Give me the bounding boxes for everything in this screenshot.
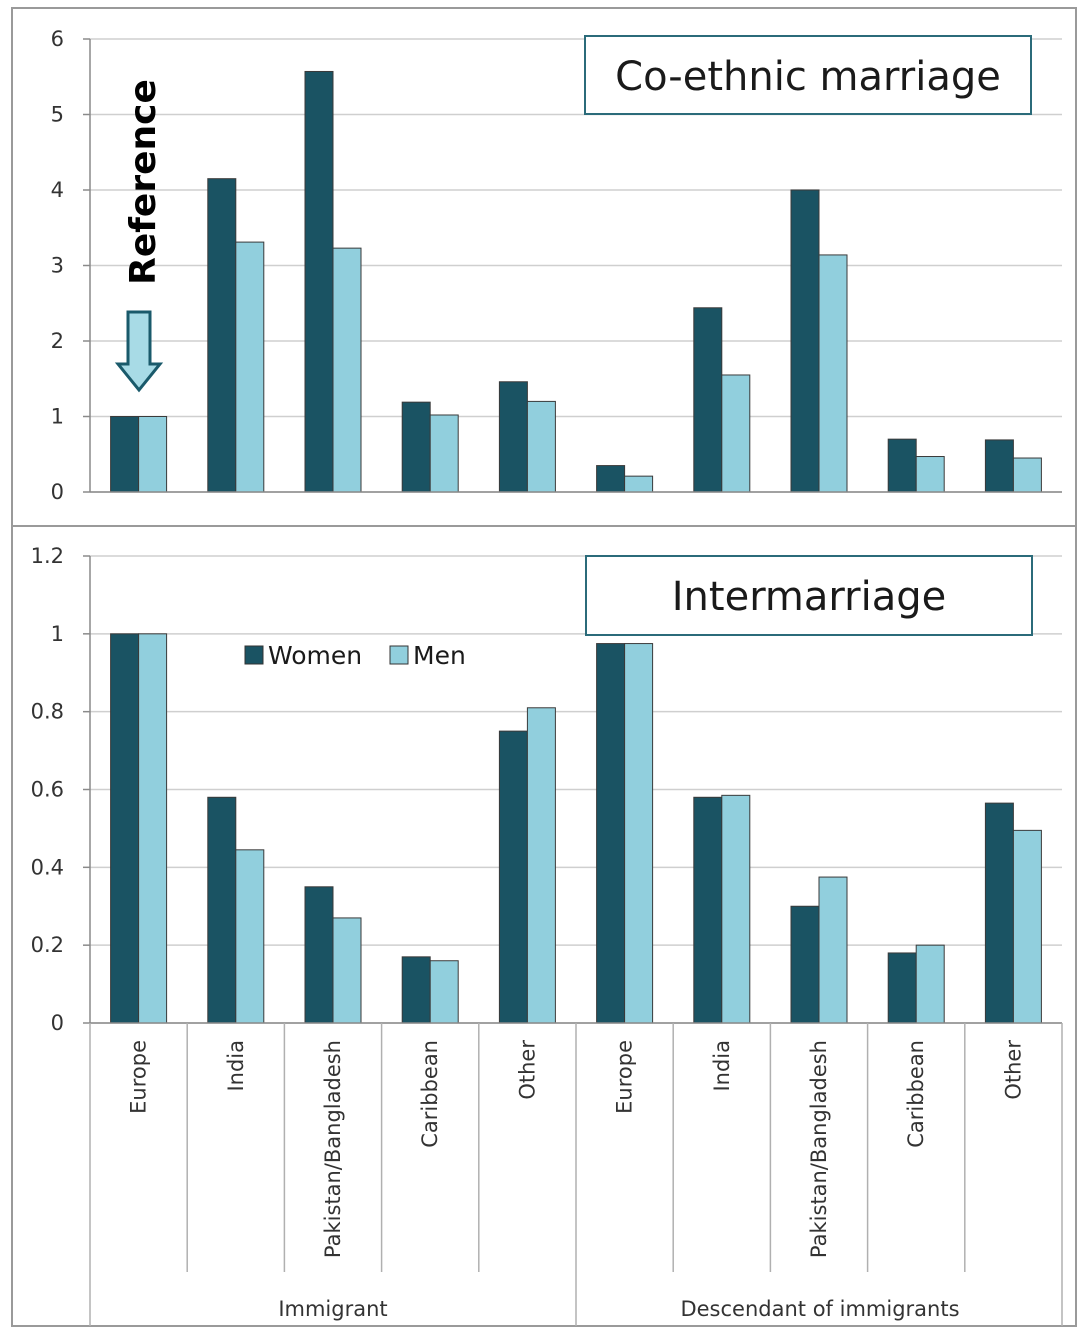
bar-men-intermarriage-1 <box>235 849 265 1024</box>
co-ethnic-marriage-chart: 0 1 2 3 4 5 6 <box>51 27 1062 504</box>
y-tick-label: 1 <box>51 622 64 646</box>
x-category-label: India <box>224 1040 248 1092</box>
y-tick-label: 0.8 <box>31 700 64 724</box>
bar-men-intermarriage-3 <box>429 960 459 1024</box>
legend: Women Men <box>244 641 466 670</box>
bar-men-coethnic-9 <box>1012 457 1042 493</box>
legend-swatch-women <box>244 645 264 665</box>
bar-men-intermarriage-9 <box>1012 829 1042 1024</box>
bar-men-coethnic-2 <box>332 247 362 493</box>
group-label-descendant: Descendant of immigrants <box>680 1297 959 1321</box>
bar-women-coethnic-2 <box>304 70 334 493</box>
x-category-label: Other <box>1001 1040 1025 1100</box>
y-tick-label: 0 <box>51 1011 64 1035</box>
y-tick-label: 5 <box>51 103 64 127</box>
bar-women-intermarriage-5 <box>596 643 626 1024</box>
co-ethnic-title-box: Co-ethnic marriage <box>584 35 1032 115</box>
bar-women-coethnic-8 <box>887 438 917 493</box>
bar-women-coethnic-6 <box>693 307 723 493</box>
bar-women-intermarriage-0 <box>110 633 140 1024</box>
y-tick-label: 6 <box>51 27 64 51</box>
bar-women-coethnic-9 <box>984 439 1014 493</box>
bar-men-intermarriage-2 <box>332 917 362 1024</box>
bar-women-coethnic-0 <box>110 416 140 493</box>
y-tick-label: 1.2 <box>31 544 64 568</box>
bar-women-intermarriage-9 <box>984 802 1014 1024</box>
y-tick-label: 0 <box>51 480 64 504</box>
reference-label: Reference <box>123 79 164 285</box>
y-tick-label: 3 <box>51 254 64 278</box>
x-category-label: Pakistan/Bangladesh <box>807 1040 831 1258</box>
bar-women-coethnic-3 <box>401 401 431 493</box>
bar-women-coethnic-4 <box>498 381 528 493</box>
x-category-label: Caribbean <box>418 1040 442 1148</box>
category-axis: Europe India Pakistan/Bangladesh Caribbean O… <box>89 1023 1063 1326</box>
reference-annotation: Reference <box>114 79 164 393</box>
y-tick-label: 2 <box>51 329 64 353</box>
reference-arrow-icon <box>114 310 164 393</box>
y-tick-label: 0.4 <box>31 855 64 879</box>
x-category-label: Caribbean <box>904 1040 928 1148</box>
y-tick-label: 1 <box>51 405 64 429</box>
bar-men-intermarriage-7 <box>818 876 848 1024</box>
group-label-immigrant: Immigrant <box>278 1297 387 1321</box>
bar-men-coethnic-7 <box>818 254 848 493</box>
bar-women-coethnic-1 <box>207 178 237 493</box>
bar-women-coethnic-7 <box>790 189 820 493</box>
legend-label-women: Women <box>268 641 362 670</box>
intermarriage-chart: 0 0.2 0.4 0.6 0.8 1 1.2 <box>31 544 1062 1035</box>
bar-men-coethnic-5 <box>624 475 654 493</box>
co-ethnic-title: Co-ethnic marriage <box>615 54 1001 100</box>
bar-women-coethnic-5 <box>596 465 626 493</box>
bar-men-coethnic-4 <box>526 400 556 493</box>
bar-women-intermarriage-7 <box>790 905 820 1024</box>
y-tick-label: 0.2 <box>31 933 64 957</box>
y-tick-label: 4 <box>51 178 64 202</box>
bar-men-intermarriage-4 <box>526 707 556 1024</box>
legend-label-men: Men <box>413 641 466 670</box>
bar-women-intermarriage-1 <box>207 796 237 1024</box>
bar-men-coethnic-3 <box>429 414 459 493</box>
legend-swatch-men <box>389 645 409 665</box>
bar-men-coethnic-8 <box>915 456 945 493</box>
bar-women-intermarriage-6 <box>693 796 723 1024</box>
bar-men-intermarriage-0 <box>138 633 168 1024</box>
bar-men-coethnic-6 <box>721 374 751 493</box>
x-category-label: Other <box>515 1040 539 1100</box>
intermarriage-title: Intermarriage <box>672 574 946 620</box>
bar-women-intermarriage-8 <box>887 952 917 1024</box>
x-category-label: Europe <box>127 1040 151 1114</box>
bar-men-coethnic-1 <box>235 241 265 493</box>
bar-men-intermarriage-8 <box>915 944 945 1024</box>
x-category-label: Europe <box>613 1040 637 1114</box>
bar-women-intermarriage-4 <box>498 730 528 1024</box>
y-tick-label: 0.6 <box>31 778 64 802</box>
x-category-label: India <box>710 1040 734 1092</box>
bar-men-intermarriage-6 <box>721 794 751 1024</box>
bar-men-coethnic-0 <box>138 416 168 493</box>
x-category-label: Pakistan/Bangladesh <box>321 1040 345 1258</box>
bar-women-intermarriage-2 <box>304 886 334 1024</box>
intermarriage-title-box: Intermarriage <box>585 555 1033 636</box>
bar-men-intermarriage-5 <box>624 643 654 1024</box>
bar-women-intermarriage-3 <box>401 956 431 1024</box>
